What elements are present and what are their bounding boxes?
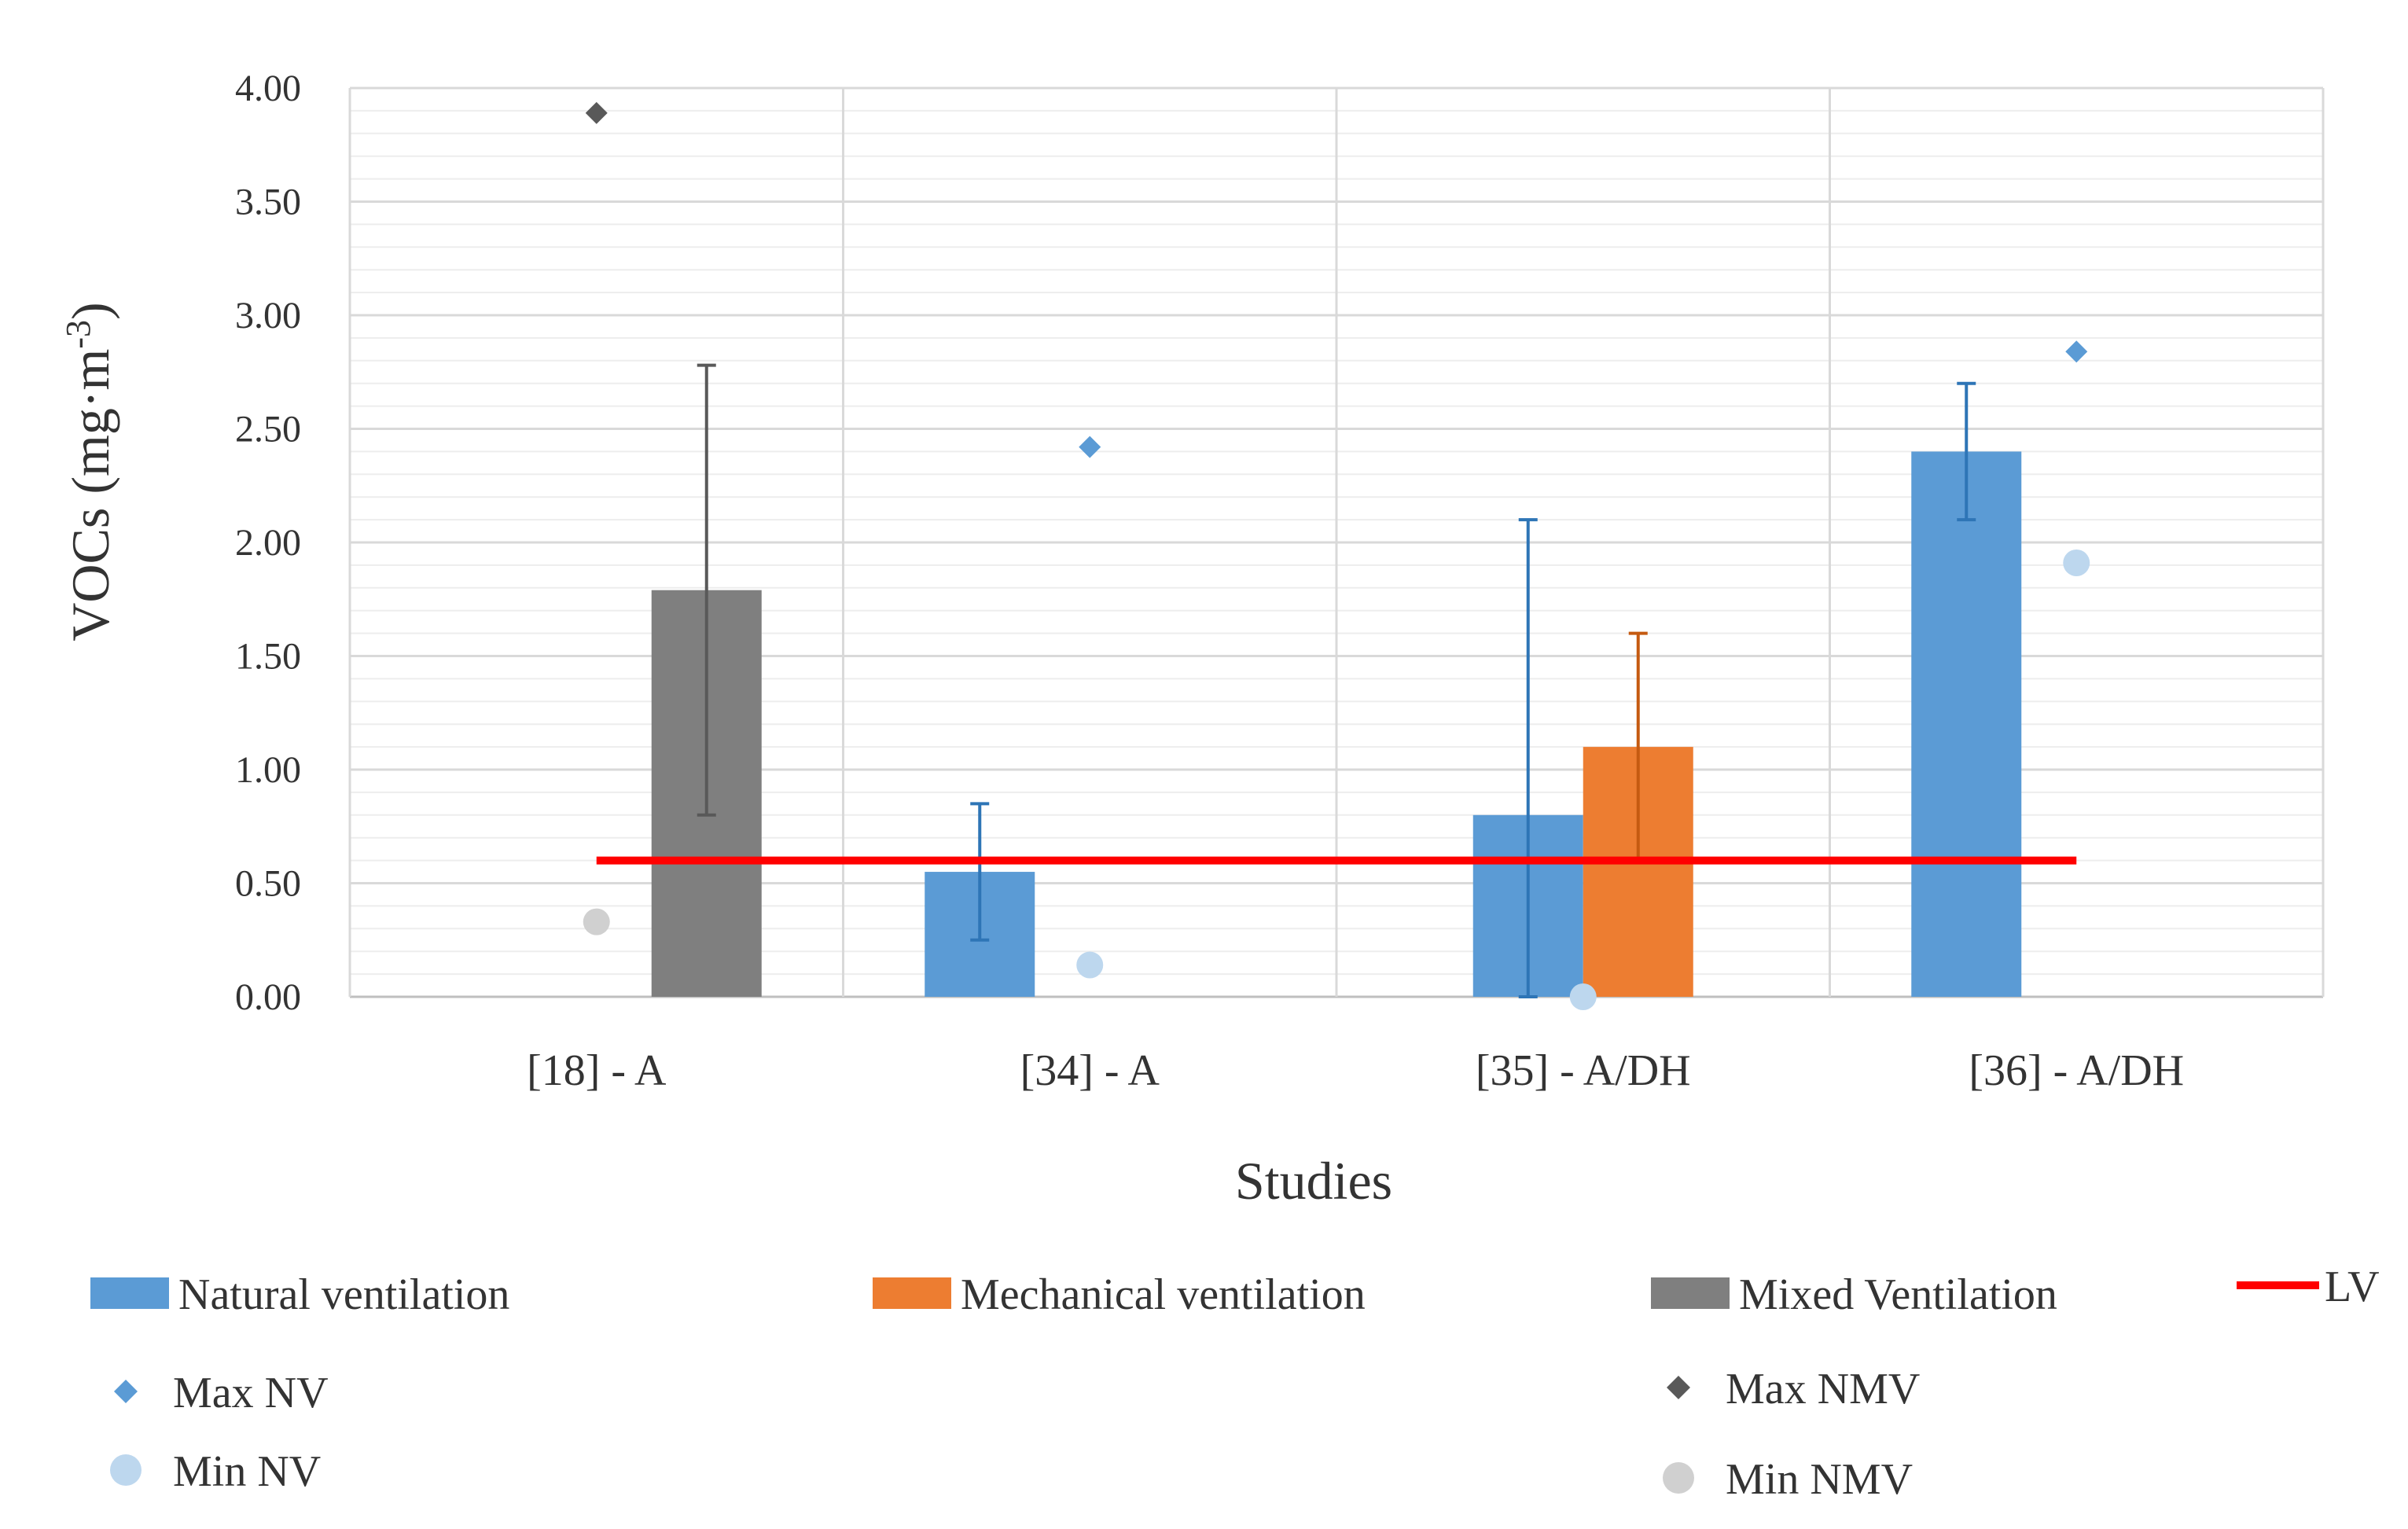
legend-label: Mechanical ventilation: [961, 1270, 1366, 1319]
marker-diamond: [585, 101, 608, 124]
legend-swatch: [1651, 1277, 1730, 1309]
y-tick-label: 2.50: [235, 409, 301, 450]
legend-swatch: [873, 1277, 951, 1309]
marker-diamond: [1079, 436, 1101, 458]
marker-circle: [1569, 983, 1597, 1010]
legend-label: Natural ventilation: [178, 1270, 509, 1319]
x-tick-label: [36] - A/DH: [1969, 1046, 2184, 1095]
y-tick-label: 0.50: [235, 863, 301, 905]
marker-diamond: [2065, 340, 2088, 363]
marker-circle: [2063, 549, 2090, 577]
legend-swatch: [114, 1380, 138, 1403]
markers: [583, 101, 2090, 1010]
y-tick-label: 4.00: [235, 68, 301, 109]
y-tick-label: 1.50: [235, 636, 301, 678]
x-tick-label: [35] - A/DH: [1476, 1046, 1691, 1095]
y-tick-label: 1.00: [235, 749, 301, 791]
legend: Natural ventilation Mechanical ventilatio…: [90, 1263, 2380, 1504]
legend-swatch: [1663, 1462, 1694, 1494]
y-axis-title: VOCs (mg·m-3): [59, 302, 120, 641]
y-tick-label: 0.00: [235, 976, 301, 1018]
legend-swatch: [1667, 1376, 1690, 1399]
marker-circle: [583, 908, 610, 935]
legend-label: Mixed Ventilation: [1739, 1270, 2057, 1319]
x-tick-label: [34] - A: [1020, 1046, 1160, 1095]
legend-label: Max NMV: [1726, 1365, 1920, 1413]
y-axis-tick-labels: 0.00 0.50 1.00 1.50 2.00 2.50 3.00 3.50 4.00: [235, 68, 301, 1018]
legend-swatch: [110, 1454, 142, 1486]
legend-label: LV: [2325, 1263, 2380, 1311]
error-bars: [697, 363, 1976, 998]
y-tick-label: 2.00: [235, 522, 301, 564]
legend-swatch: [90, 1277, 169, 1309]
y-tick-label: 3.50: [235, 182, 301, 223]
x-tick-label: [18] - A: [527, 1046, 667, 1095]
legend-label: Max NV: [173, 1369, 329, 1417]
legend-label: Min NV: [173, 1447, 321, 1496]
bar: [1911, 451, 2022, 997]
x-axis-tick-labels: [18] - A [34] - A [35] - A/DH [36] - A/DH: [527, 1046, 2184, 1095]
x-axis-title: Studies: [1235, 1151, 1392, 1211]
legend-label: Min NMV: [1726, 1455, 1913, 1504]
marker-circle: [1076, 951, 1104, 979]
y-tick-label: 3.00: [235, 295, 301, 336]
